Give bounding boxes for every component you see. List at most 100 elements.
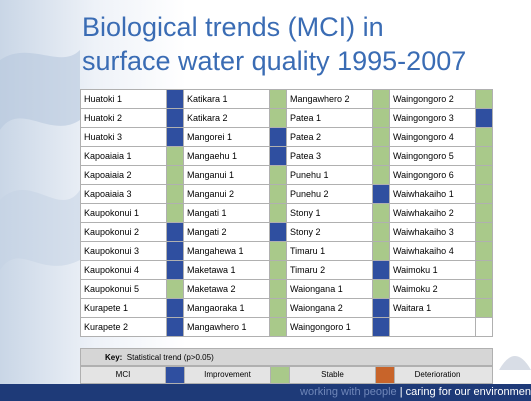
trend-cell	[269, 222, 287, 242]
trend-cell	[372, 89, 390, 109]
site-name: Timaru 1	[286, 241, 373, 261]
trend-cell	[475, 298, 493, 318]
site-name: Patea 1	[286, 108, 373, 128]
trend-cell	[475, 241, 493, 261]
footer-bright: | caring for our environmen	[399, 386, 531, 398]
site-name: Waiongana 1	[286, 279, 373, 299]
trend-cell	[372, 241, 390, 261]
trend-cell	[166, 89, 184, 109]
trend-cell	[269, 127, 287, 147]
trend-cell	[475, 184, 493, 204]
site-name: Kapoaiaia 1	[80, 146, 167, 166]
trend-cell	[475, 260, 493, 280]
site-name: Kurapete 1	[80, 298, 167, 318]
site-name: Waingongoro 2	[389, 89, 476, 109]
site-name: Stony 2	[286, 222, 373, 242]
trend-cell	[269, 203, 287, 223]
site-name: Kaupokonui 3	[80, 241, 167, 261]
site-name: Kapoaiaia 3	[80, 184, 167, 204]
trend-cell	[372, 165, 390, 185]
trend-cell	[372, 317, 390, 337]
legend-label: Improvement	[204, 370, 251, 379]
table-row: Kaupokonui 2 Mangati 2 Stony 2 Waiwhakaiho …	[80, 222, 493, 242]
site-name: Waingongoro 3	[389, 108, 476, 128]
trend-cell	[475, 317, 493, 337]
legend-swatch	[165, 367, 185, 383]
trend-cell	[166, 146, 184, 166]
site-name: Kaupokonui 1	[80, 203, 167, 223]
trend-cell	[269, 184, 287, 204]
trend-cell	[475, 108, 493, 128]
site-name: Kurapete 2	[80, 317, 167, 337]
trend-cell	[166, 165, 184, 185]
table-row: Kurapete 2 Mangawhero 1 Waingongoro 1	[80, 317, 493, 337]
table-row: Kaupokonui 4 Maketawa 1 Timaru 2 Waimoku 1	[80, 260, 493, 280]
trend-cell	[166, 317, 184, 337]
table-row: Huatoki 3 Mangorei 1 Patea 2 Waingongoro 4	[80, 127, 493, 147]
site-name: Maketawa 1	[183, 260, 270, 280]
table-row: Kapoaiaia 2 Manganui 1 Punehu 1 Waingongoro…	[80, 165, 493, 185]
swirl	[0, 50, 80, 270]
footer: working with people | caring for our env…	[0, 384, 531, 401]
trend-cell	[269, 317, 287, 337]
site-name: Katikara 2	[183, 108, 270, 128]
site-name: Kaupokonui 2	[80, 222, 167, 242]
trend-cell	[166, 127, 184, 147]
site-name: Timaru 2	[286, 260, 373, 280]
trend-table: Huatoki 1 Katikara 1 Mangawhero 2 Waingongo…	[80, 89, 493, 337]
key-row: Key: Statistical trend (p>0.05)	[80, 348, 493, 366]
trend-cell	[475, 222, 493, 242]
site-name: Mangawhero 1	[183, 317, 270, 337]
trend-cell	[475, 127, 493, 147]
site-name: Waingongoro 6	[389, 165, 476, 185]
trend-cell	[475, 146, 493, 166]
site-name: Punehu 2	[286, 184, 373, 204]
trend-cell	[166, 298, 184, 318]
trend-cell	[269, 279, 287, 299]
site-name: Waimoku 1	[389, 260, 476, 280]
trend-cell	[269, 108, 287, 128]
legend-swatch	[375, 367, 395, 383]
trend-cell	[372, 108, 390, 128]
site-name: Huatoki 1	[80, 89, 167, 109]
trend-cell	[166, 108, 184, 128]
trend-cell	[166, 260, 184, 280]
site-name: Mangahewa 1	[183, 241, 270, 261]
site-name: Waingongoro 1	[286, 317, 373, 337]
table-row: Kapoaiaia 1 Mangaehu 1 Patea 3 Waingongoro …	[80, 146, 493, 166]
legend-label: Deterioration	[414, 370, 461, 379]
trend-cell	[269, 298, 287, 318]
trend-cell	[372, 127, 390, 147]
site-name: Waitara 1	[389, 298, 476, 318]
table-row: Kaupokonui 5 Maketawa 2 Waiongana 1 Waimoku…	[80, 279, 493, 299]
site-name: Mangawhero 2	[286, 89, 373, 109]
site-name: Stony 1	[286, 203, 373, 223]
site-name: Waiwhakaiho 3	[389, 222, 476, 242]
site-name: Huatoki 3	[80, 127, 167, 147]
trend-cell	[372, 222, 390, 242]
site-name: Waingongoro 4	[389, 127, 476, 147]
legend-swatch	[270, 367, 290, 383]
table-row: Kaupokonui 3 Mangahewa 1 Timaru 1 Waiwhakai…	[80, 241, 493, 261]
table-row: Huatoki 2 Katikara 2 Patea 1 Waingongoro 3	[80, 108, 493, 128]
trend-cell	[166, 279, 184, 299]
site-name: Mangati 1	[183, 203, 270, 223]
site-name: Manganui 2	[183, 184, 270, 204]
trend-cell	[372, 184, 390, 204]
trend-cell	[475, 279, 493, 299]
trend-cell	[166, 203, 184, 223]
trend-cell	[166, 222, 184, 242]
table-row: Kaupokonui 1 Mangati 1 Stony 1 Waiwhakaiho …	[80, 203, 493, 223]
site-name: Waingongoro 5	[389, 146, 476, 166]
site-name: Waiwhakaiho 1	[389, 184, 476, 204]
site-name: Patea 3	[286, 146, 373, 166]
site-name: Kaupokonui 5	[80, 279, 167, 299]
trend-cell	[372, 260, 390, 280]
logo	[499, 356, 531, 370]
key-title: Key:	[105, 353, 123, 362]
trend-cell	[269, 146, 287, 166]
site-name	[389, 317, 476, 337]
site-name: Waiwhakaiho 2	[389, 203, 476, 223]
site-name: Mangorei 1	[183, 127, 270, 147]
trend-cell	[269, 241, 287, 261]
